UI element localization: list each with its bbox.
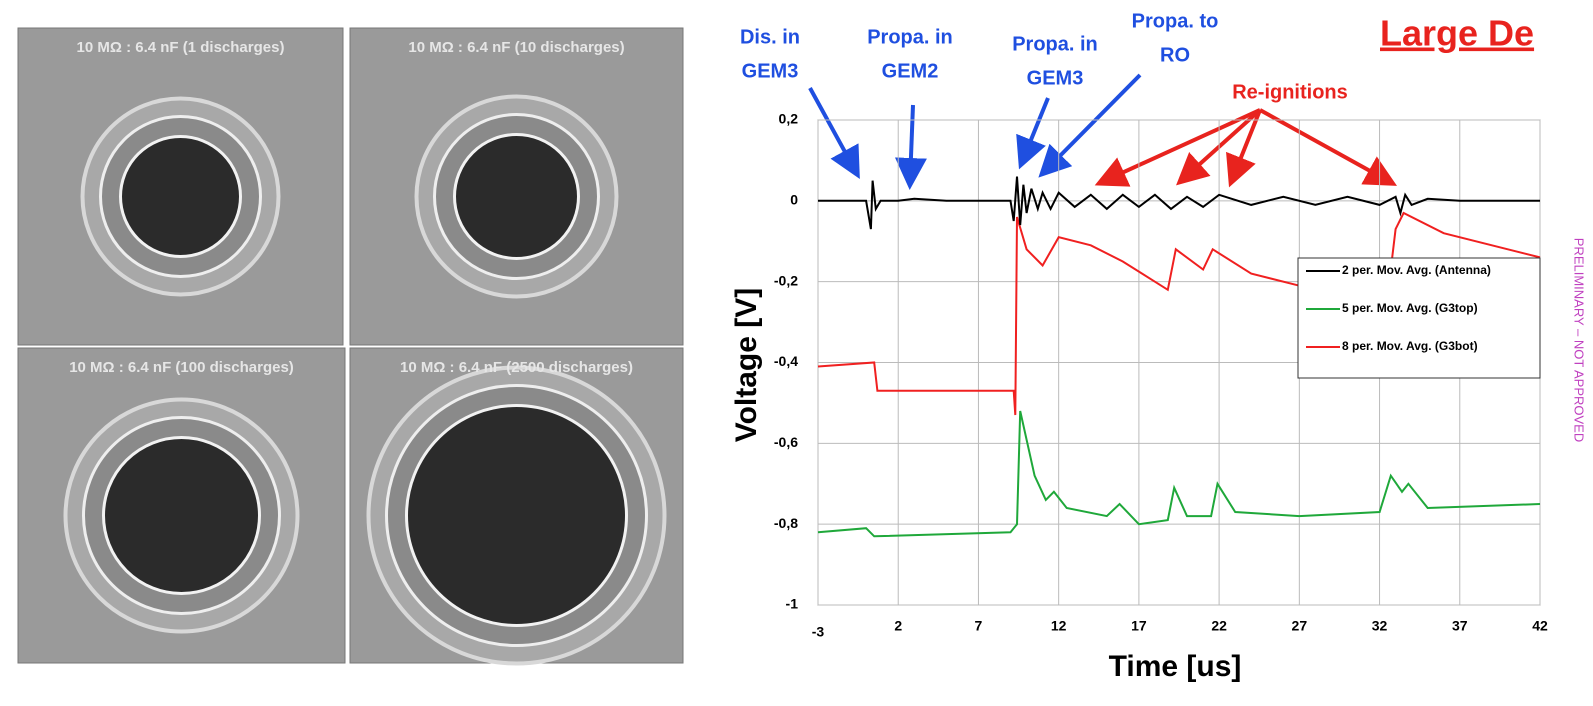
arrow [1038, 73, 1142, 178]
slide-title: Large De [1380, 13, 1534, 54]
photo-label: 10 MΩ : 6.4 nF (10 discharges) [408, 39, 624, 56]
y-tick-label: 0 [790, 192, 798, 208]
y-tick-label: -0,4 [774, 353, 798, 369]
arrow [1176, 108, 1262, 186]
series-line [817, 211, 1541, 416]
x-tick-label: 37 [1452, 618, 1468, 634]
annotation: RO [1160, 44, 1190, 66]
series-line [818, 176, 1540, 230]
y-tick-label: -0,8 [774, 515, 798, 531]
x-tick-label: 42 [1532, 618, 1548, 634]
y-tick-label: 0,2 [779, 111, 799, 127]
arrow [1226, 109, 1262, 188]
legend-label: 2 per. Mov. Avg. (Antenna) [1342, 263, 1491, 277]
y-tick-label: -1 [786, 596, 799, 612]
series-line [817, 410, 1541, 538]
annotation: Propa. to [1132, 10, 1219, 32]
watermark: PRELIMINARY – NOT APPROVED [1572, 238, 1587, 442]
arrow [1016, 97, 1050, 170]
annotation: GEM3 [1027, 67, 1084, 89]
annotation: Propa. in [867, 26, 953, 48]
photo-label: 10 MΩ : 6.4 nF (2500 discharges) [400, 359, 633, 376]
hole [405, 404, 628, 627]
x-tick-label: 22 [1211, 618, 1227, 634]
arrow [808, 87, 860, 180]
x-tick-label: 32 [1372, 618, 1388, 634]
x-tick-label: 17 [1131, 618, 1147, 634]
annotation: Re-ignitions [1232, 81, 1348, 103]
annotation: GEM3 [742, 60, 799, 82]
x-tick-label: -3 [812, 624, 825, 640]
y-axis-label: Voltage [V] [730, 288, 763, 442]
legend [1297, 257, 1541, 379]
x-tick-label: 7 [975, 618, 983, 634]
legend-label: 5 per. Mov. Avg. (G3top) [1342, 301, 1478, 315]
y-tick-label: -0,2 [774, 272, 798, 288]
hole [453, 133, 580, 260]
x-tick-label: 12 [1051, 618, 1067, 634]
annotation: Propa. in [1012, 33, 1098, 55]
annotation: GEM2 [882, 60, 939, 82]
photo-label: 10 MΩ : 6.4 nF (1 discharges) [77, 39, 285, 56]
annotation: Dis. in [740, 26, 800, 48]
x-tick-label: 2 [894, 618, 902, 634]
arrow [894, 104, 927, 190]
arrow [1094, 108, 1261, 187]
hole [119, 135, 242, 258]
hole [102, 436, 261, 595]
photo-label: 10 MΩ : 6.4 nF (100 discharges) [69, 359, 294, 376]
x-tick-label: 27 [1292, 618, 1308, 634]
legend-label: 8 per. Mov. Avg. (G3bot) [1342, 339, 1478, 353]
arrows [808, 73, 1397, 190]
arrow [1259, 108, 1397, 186]
x-axis-label: Time [us] [1109, 650, 1242, 683]
y-tick-label: -0,6 [774, 434, 798, 450]
